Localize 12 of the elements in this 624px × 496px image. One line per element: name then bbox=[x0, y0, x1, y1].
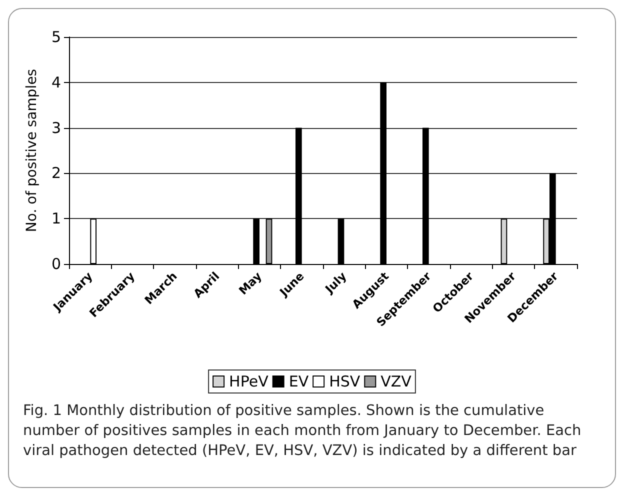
y-tick-label: 2 bbox=[51, 164, 61, 182]
legend-label: HSV bbox=[329, 372, 361, 390]
y-tick-label: 4 bbox=[51, 73, 61, 92]
legend-label: HPeV bbox=[229, 372, 270, 390]
y-tick-label: 3 bbox=[51, 118, 61, 137]
y-tick-label: 5 bbox=[51, 28, 61, 46]
y-axis-title: No. of positive samples bbox=[24, 68, 40, 232]
y-tick-label: 1 bbox=[51, 210, 61, 228]
legend-label: VZV bbox=[380, 372, 412, 390]
caption: Fig. 1 Monthly distribution of positive samples. Shown is the cumulative number of positives samples in each month from January to December. Each viral pathogen detected (HPeV, EV, HSV, VZV) is indicated by a different bar bbox=[23, 402, 582, 461]
y-tick-label: 0 bbox=[51, 255, 61, 273]
legend-label: EV bbox=[288, 372, 310, 390]
